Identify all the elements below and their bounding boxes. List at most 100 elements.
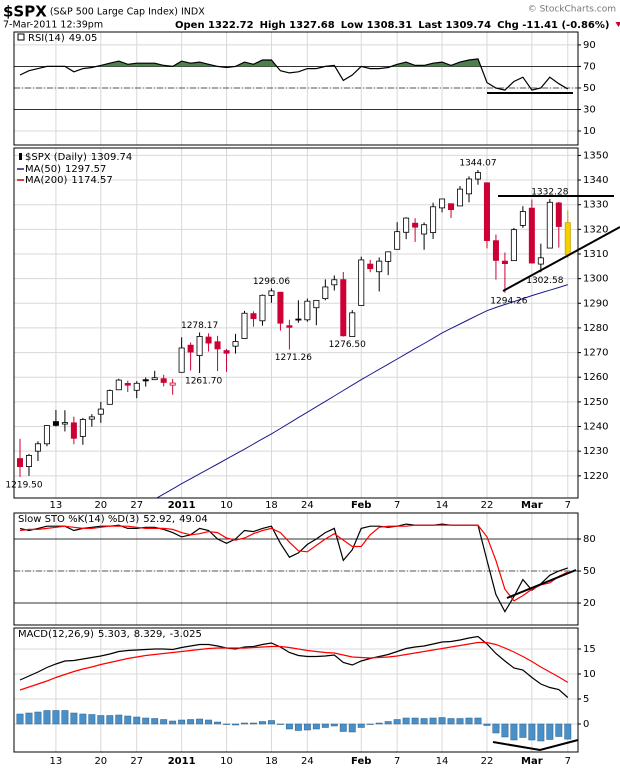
candle-body <box>277 291 284 324</box>
x-tick-label: 14 <box>436 756 449 767</box>
legend-value: 5.303 <box>98 629 127 640</box>
candle-body <box>43 425 50 445</box>
x-tick-label: 7 <box>565 500 571 511</box>
legend-value: 1297.57 <box>65 164 106 175</box>
candle-body <box>97 408 104 415</box>
y-tick-label: 1240 <box>583 422 608 433</box>
panel-frame <box>13 31 579 146</box>
candle-body <box>223 350 230 354</box>
quote-item: Low 1308.31 <box>341 20 413 31</box>
legend-title: Slow STO %K(14) %D(3) <box>18 514 139 525</box>
candle-body <box>25 455 32 467</box>
legend-label: MA(200) <box>25 175 67 186</box>
histogram-bar <box>321 723 329 728</box>
candle-body <box>70 422 77 439</box>
candle-body <box>430 206 437 233</box>
histogram-bar <box>285 723 293 730</box>
histogram-bar <box>393 719 401 725</box>
candle-body <box>519 211 526 226</box>
panel-frame <box>13 147 579 499</box>
y-tick-label: 1270 <box>583 348 608 359</box>
histogram-bar <box>52 710 60 725</box>
symbol: $SPX <box>3 3 47 21</box>
candle-body <box>178 347 185 373</box>
x-tick-label: 13 <box>50 500 63 511</box>
panel-frame <box>13 512 579 626</box>
histogram-bar <box>97 715 105 725</box>
candle-body <box>421 224 428 235</box>
high-label: 1332.28 <box>531 188 568 198</box>
low-label: 1294.26 <box>490 296 527 306</box>
high-label: 1344.07 <box>459 159 496 169</box>
histogram-bar <box>151 718 159 725</box>
y-tick-label: 5 <box>583 694 589 705</box>
plot-area <box>14 628 578 752</box>
candle-body <box>322 286 329 299</box>
panel-frame <box>13 627 579 753</box>
legend-value: 1174.57 <box>71 175 112 186</box>
candle-body <box>232 341 239 347</box>
candle-body <box>394 231 401 250</box>
candle-body <box>349 312 356 337</box>
histogram-bar <box>339 723 347 732</box>
histogram-bar <box>564 723 572 740</box>
candle-body <box>160 378 167 383</box>
histogram-bar <box>303 723 311 731</box>
low-label: 1276.50 <box>329 340 366 350</box>
candle-body <box>385 251 392 262</box>
candle-body <box>358 259 365 306</box>
candle-body <box>376 260 383 273</box>
candle-body <box>546 201 553 249</box>
x-tick-label: 2011 <box>168 500 196 511</box>
candle-body <box>367 263 374 270</box>
candle-body <box>313 299 320 309</box>
histogram-bar <box>115 714 123 725</box>
histogram-bar <box>25 712 33 725</box>
candle-body <box>124 382 131 386</box>
histogram-bar <box>537 723 545 742</box>
y-tick-label: 50 <box>583 83 596 94</box>
series-line <box>19 524 569 602</box>
histogram-bar <box>16 713 24 725</box>
histogram-bar <box>492 723 500 734</box>
legend-label: MA(50) <box>25 164 61 175</box>
histogram-bar <box>196 718 204 725</box>
histogram-bar <box>205 719 213 725</box>
high-label: 1278.17 <box>181 321 218 331</box>
histogram-bar <box>133 716 141 725</box>
x-tick-label: Mar <box>521 756 543 767</box>
histogram-bar <box>61 710 69 725</box>
y-tick-label: 0 <box>583 719 589 730</box>
quote-item: High 1327.68 <box>260 20 335 31</box>
candle-body <box>483 182 490 241</box>
legend-separator: , <box>127 629 130 640</box>
moving-average <box>155 284 568 498</box>
x-tick-label: 10 <box>220 500 233 511</box>
series-line <box>19 641 569 691</box>
x-tick-label: Mar <box>521 500 543 511</box>
legend-separator: , <box>172 514 175 525</box>
credit: © StockCharts.com <box>528 5 616 15</box>
candle-body <box>474 172 481 180</box>
candle-body <box>492 240 499 261</box>
candle-body <box>88 416 95 420</box>
x-tick-label: 13 <box>50 756 63 767</box>
y-tick-label: 10 <box>583 126 596 137</box>
x-tick-label: 18 <box>265 756 278 767</box>
x-tick-label: Feb <box>351 500 371 511</box>
candle-body <box>187 344 194 353</box>
histogram-bar <box>169 720 177 725</box>
histogram-bar <box>555 723 563 737</box>
histogram-bar <box>402 717 410 725</box>
histogram-bar <box>214 721 222 725</box>
y-tick-label: 10 <box>583 669 596 680</box>
y-tick-label: 1290 <box>583 298 608 309</box>
y-tick-label: 50 <box>583 566 596 577</box>
y-tick-label: 30 <box>583 104 596 115</box>
legend-separator: , <box>162 629 165 640</box>
histogram-bar <box>276 723 284 725</box>
y-tick-label: 90 <box>583 40 596 51</box>
histogram-bar <box>223 723 230 725</box>
histogram-bar <box>357 723 365 728</box>
